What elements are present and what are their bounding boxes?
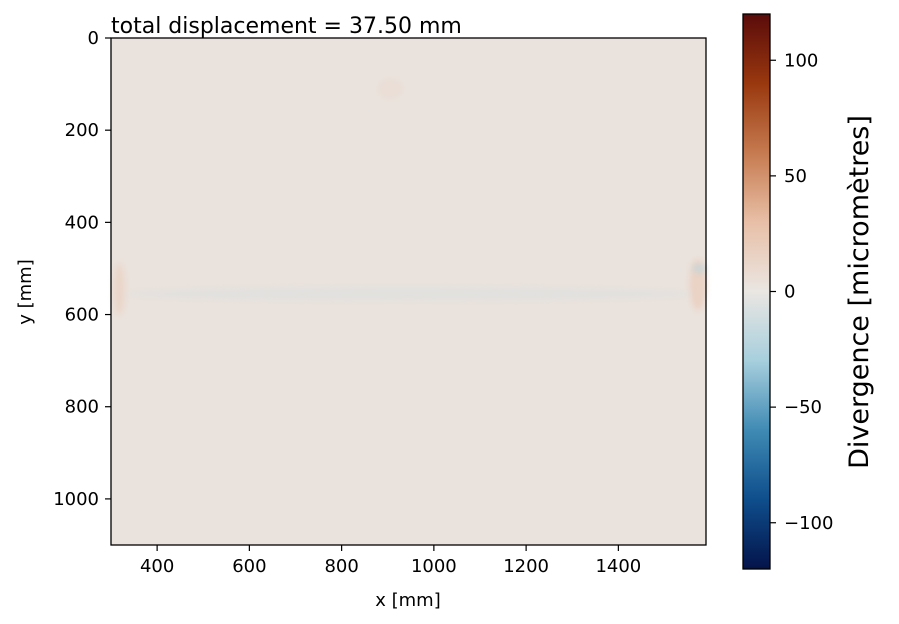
colorbar-tick-label: 50 — [784, 166, 807, 187]
y-tick-label: 0 — [88, 28, 99, 49]
x-axis-ticks: 400 600 800 1000 1200 1400 — [140, 545, 641, 577]
x-tick-label: 800 — [324, 556, 358, 577]
x-tick-label: 400 — [140, 556, 174, 577]
heatmap-feature-mid-band-cool-streak — [124, 286, 693, 301]
x-tick-label: 1400 — [595, 556, 641, 577]
y-tick-label: 200 — [65, 120, 99, 141]
y-tick-label: 600 — [65, 305, 99, 326]
colorbar-tick-label: 0 — [784, 282, 795, 303]
colorbar-tick-label: −100 — [784, 513, 833, 534]
x-tick-label: 1000 — [411, 556, 457, 577]
y-axis-label: y [mm] — [15, 259, 36, 325]
heatmap-feature-right-upper-cool-speck — [692, 263, 707, 274]
y-tick-label: 1000 — [53, 489, 99, 510]
y-axis-ticks: 0 200 400 600 800 1000 — [53, 28, 111, 510]
colorbar-label: Divergence [micromètres] — [844, 115, 875, 469]
x-tick-label: 1200 — [503, 556, 549, 577]
chart-title: total displacement = 37.50 mm — [111, 14, 462, 39]
heatmap-feature-left-edge-warm-patch — [113, 263, 125, 315]
x-tick-label: 600 — [232, 556, 266, 577]
colorbar-tick-label: −50 — [784, 397, 822, 418]
colorbar-ticks: 100 50 0 −50 −100 — [770, 50, 833, 534]
heatmap-features — [113, 79, 707, 315]
axes-frame — [110, 37, 707, 546]
x-axis-label: x [mm] — [375, 590, 441, 611]
colorbar — [742, 13, 771, 570]
y-tick-label: 400 — [65, 212, 99, 233]
y-tick-label: 800 — [65, 397, 99, 418]
colorbar-tick-label: 100 — [784, 50, 818, 71]
heatmap-feature-upper-mid-speckle — [378, 79, 402, 98]
heatmap-field — [111, 38, 707, 545]
